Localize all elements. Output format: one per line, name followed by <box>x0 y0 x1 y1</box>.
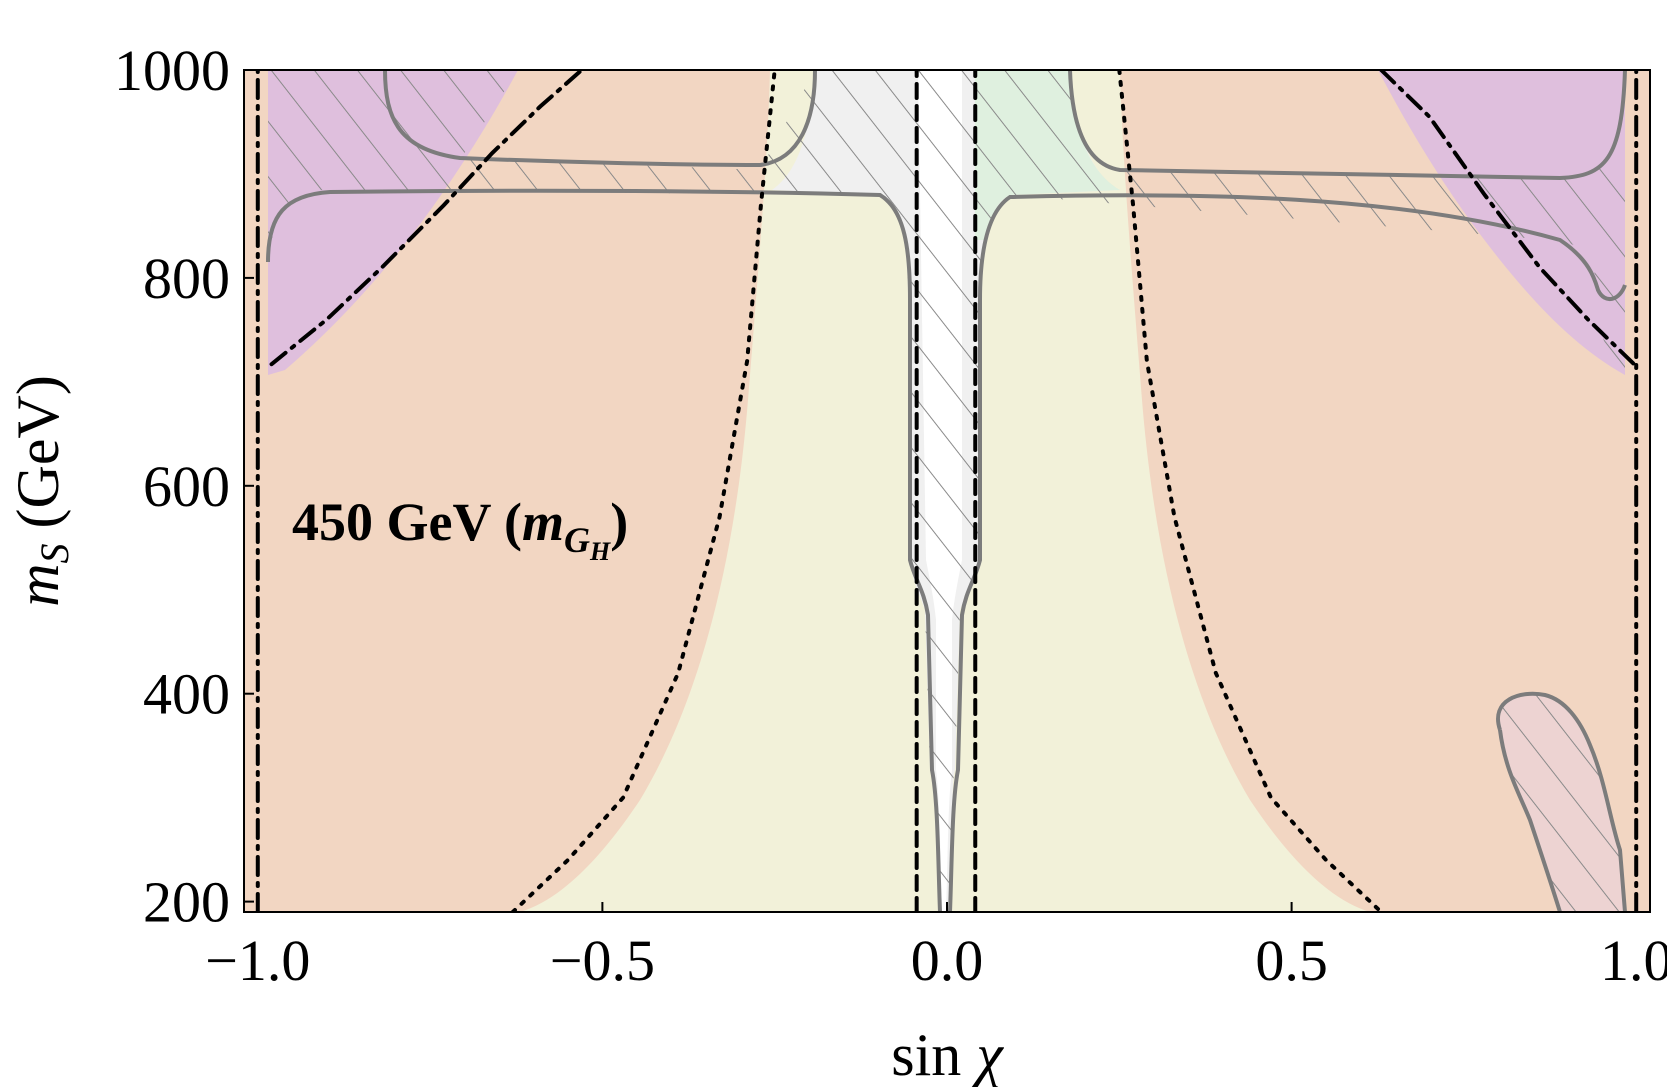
region-blob-hatch <box>1498 693 1625 912</box>
x-tick-label: 0.5 <box>1255 928 1328 993</box>
series-dotdash-line <box>1379 70 1639 369</box>
x-tick-label: 1.0 <box>1600 928 1667 993</box>
x-tick-label: 0.0 <box>911 928 984 993</box>
series-dotted-line <box>510 70 777 912</box>
y-tick-label: 800 <box>143 246 230 311</box>
y-tick-label: 400 <box>143 662 230 727</box>
contour-top-left <box>383 70 817 168</box>
series-dotted-line <box>1117 70 1384 912</box>
annotation-label: 450 GeV (mGH) <box>292 492 628 566</box>
region-hatched-band <box>268 70 1625 912</box>
x-tick-label: −0.5 <box>550 928 655 993</box>
y-axis-title: mS (GeV) <box>5 375 77 607</box>
x-axis-title: sin χ <box>891 1022 1004 1087</box>
y-tick-label: 600 <box>143 454 230 519</box>
contour-top-right <box>1068 70 1627 181</box>
contour-band-left <box>266 188 942 912</box>
series-dotdash-line <box>269 70 584 367</box>
y-tick-label: 1000 <box>114 38 230 103</box>
x-tick-label: −1.0 <box>205 928 310 993</box>
contour-blob <box>1496 691 1627 912</box>
contour-band-right <box>948 193 1627 912</box>
region-excluded-left <box>244 70 770 912</box>
y-tick-label: 200 <box>143 870 230 935</box>
